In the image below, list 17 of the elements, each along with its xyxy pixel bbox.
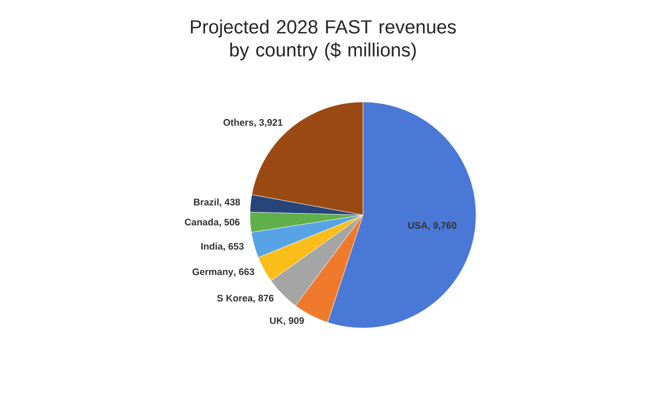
- data-label: , 506: [219, 218, 240, 227]
- slice-label: S Korea: [217, 294, 253, 302]
- slice-label: UK: [270, 317, 284, 324]
- data-label: , 3,921: [254, 119, 283, 128]
- data-label: , 653: [224, 242, 244, 252]
- data-label: , 9,760: [428, 222, 456, 230]
- slice-label: Others: [224, 118, 254, 126]
- data-label: , 909: [284, 317, 304, 326]
- slice-label: Brazil: [194, 198, 219, 206]
- slice-label: India: [201, 242, 223, 250]
- slice-label: Germany: [192, 268, 234, 277]
- slice-label: USA: [408, 222, 428, 229]
- data-label: , 876: [253, 294, 274, 303]
- slice-label: Canada: [184, 218, 219, 226]
- chart-title: Projected 2028 FAST revenues by country ($ millions): [190, 20, 456, 60]
- data-label: , 438: [220, 198, 240, 207]
- data-label: , 663: [234, 268, 254, 276]
